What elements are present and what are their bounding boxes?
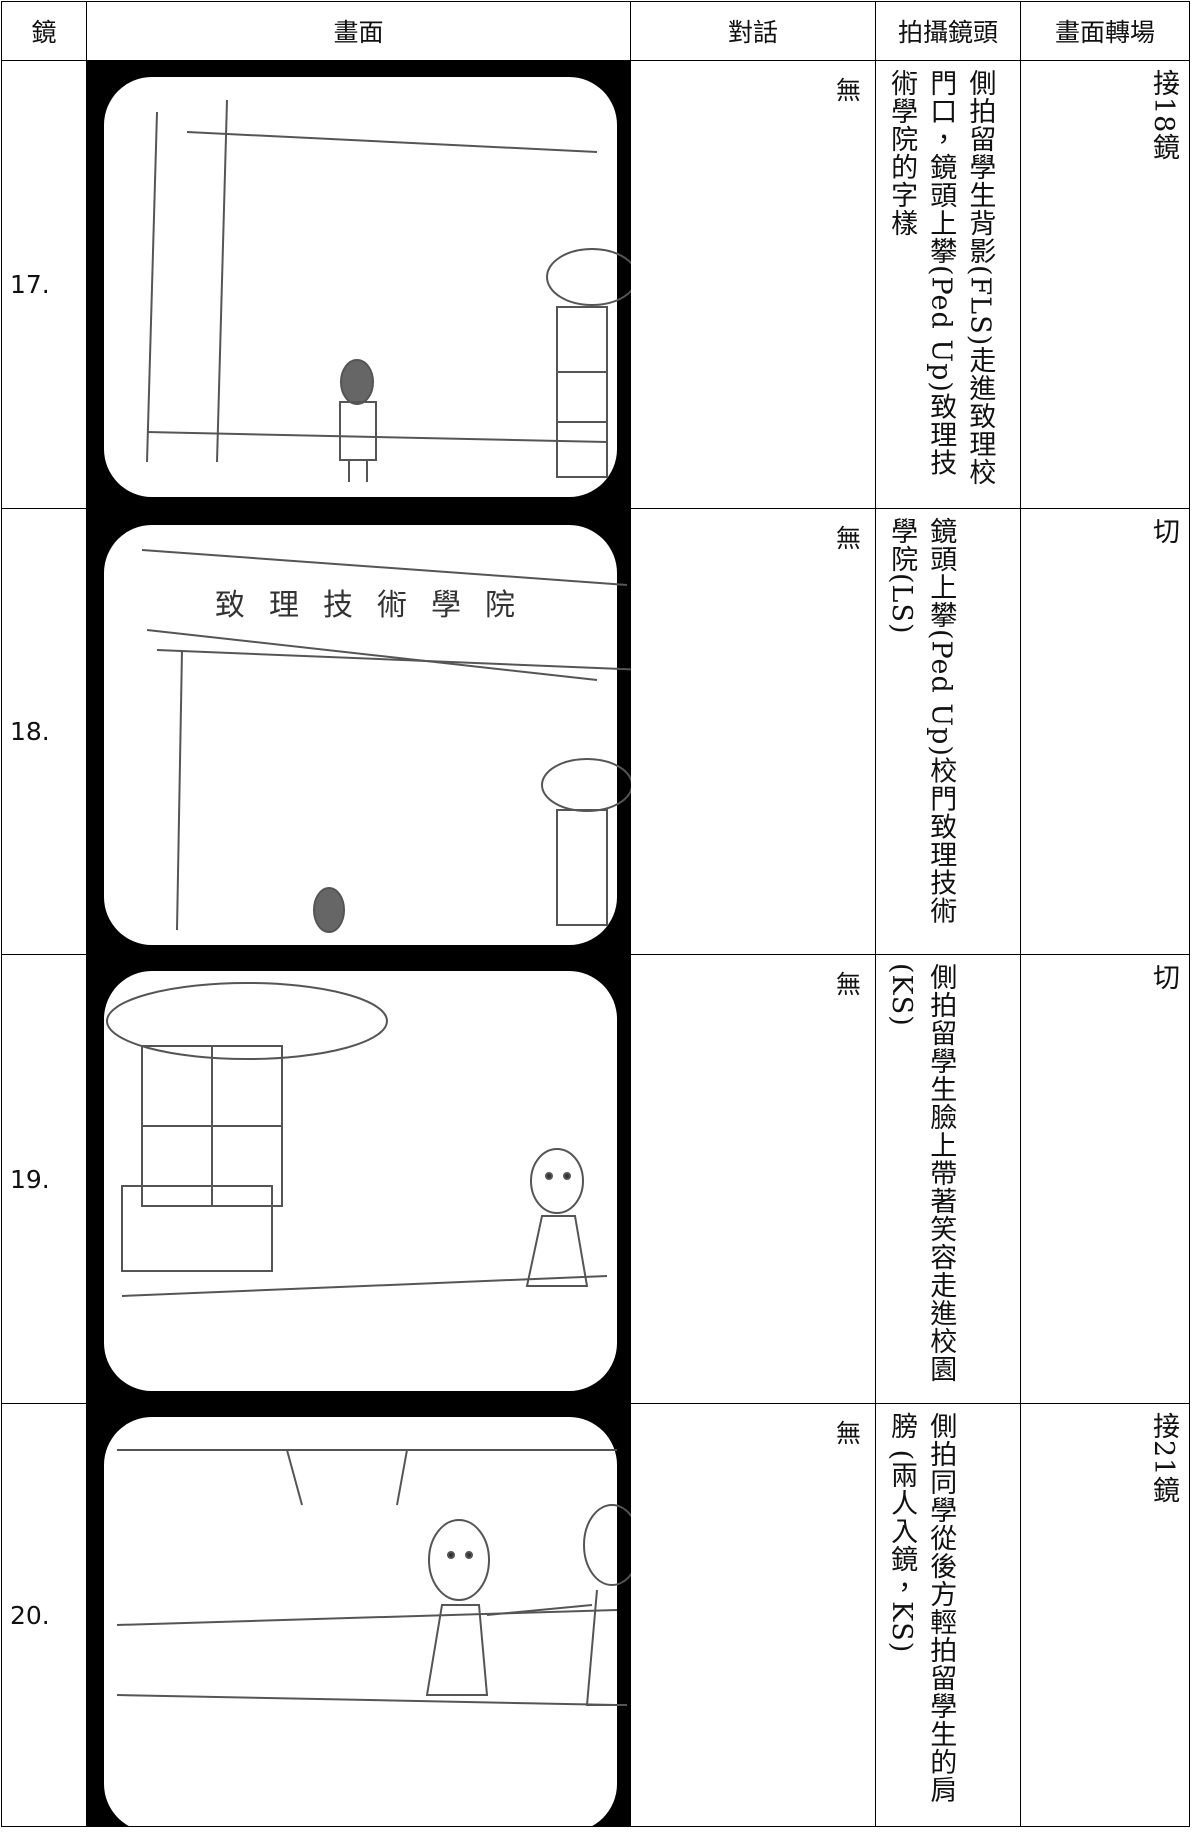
transition-cell: 切 [1020, 954, 1190, 1404]
transition-cell: 接21鏡 [1020, 1403, 1190, 1827]
camera-cell: 側拍留學生臉上帶著笑容走進校園 (KS) [875, 954, 1021, 1404]
camera-cell: 鏡頭上攀(Ped Up)校門致理技術學院(LS) [875, 508, 1021, 955]
header-cell: 對話 [630, 1, 876, 61]
frame-cell: 致理技術學院 [86, 508, 631, 955]
dialogue: 無 [630, 60, 876, 509]
header-cell: 鏡 [1, 1, 87, 61]
camera-text: 側拍留學生背影(FLS)走進致理校門口，鏡頭上攀(Ped Up)致理技術學院的字… [886, 69, 996, 487]
row: 18. 致理技術學院 無 鏡頭上攀(Ped Up)校門致理技術學院(LS) 切 [1, 508, 1190, 955]
sketch [104, 76, 631, 497]
header-cell: 拍攝鏡頭 [875, 1, 1021, 61]
sketch: 致理技術學院 [104, 524, 631, 945]
shot-number: 17. [1, 60, 87, 509]
camera-text: 側拍留學生臉上帶著笑容走進校園 (KS) [886, 963, 957, 1383]
camera-text: 側拍同學從後方輕拍留學生的肩膀 (兩人入鏡，KS) [886, 1412, 957, 1804]
camera-text: 鏡頭上攀(Ped Up)校門致理技術學院(LS) [886, 517, 957, 925]
transition-cell: 接18鏡 [1020, 60, 1190, 509]
dialogue: 無 [630, 1403, 876, 1827]
sketch [104, 970, 617, 1391]
dialogue: 無 [630, 954, 876, 1404]
camera-cell: 側拍同學從後方輕拍留學生的肩膀 (兩人入鏡，KS) [875, 1403, 1021, 1827]
frame-cell [86, 60, 631, 509]
row: 20. 無 側拍同學從後方輕拍留學生的肩膀 (兩人入鏡，KS) 接21鏡 [1, 1403, 1190, 1827]
frame-cell [86, 954, 631, 1404]
transition-text: 接18鏡 [1148, 69, 1179, 162]
transition-cell: 切 [1020, 508, 1190, 955]
dialogue: 無 [630, 508, 876, 955]
transition-text: 切 [1148, 517, 1179, 545]
header-row: 鏡 畫面 對話 拍攝鏡頭 畫面轉場 [1, 1, 1190, 61]
header-cell: 畫面 [86, 1, 631, 61]
shot-number: 20. [1, 1403, 87, 1827]
camera-cell: 側拍留學生背影(FLS)走進致理校門口，鏡頭上攀(Ped Up)致理技術學院的字… [875, 60, 1021, 509]
sketch-text: 致理技術學院 [215, 588, 539, 623]
shot-number: 18. [1, 508, 87, 955]
sketch [104, 1416, 631, 1826]
shot-number: 19. [1, 954, 87, 1404]
frame-cell [86, 1403, 631, 1827]
transition-text: 切 [1148, 963, 1179, 991]
row: 17. 無 側拍留學生背影(FLS)走進致理校門口，鏡頭上攀(Ped Up)致理… [1, 60, 1190, 509]
transition-text: 接21鏡 [1148, 1412, 1179, 1505]
header-cell: 畫面轉場 [1020, 1, 1190, 61]
row: 19. 無 側拍留學生臉上帶著笑容走進校園 (KS) 切 [1, 954, 1190, 1404]
